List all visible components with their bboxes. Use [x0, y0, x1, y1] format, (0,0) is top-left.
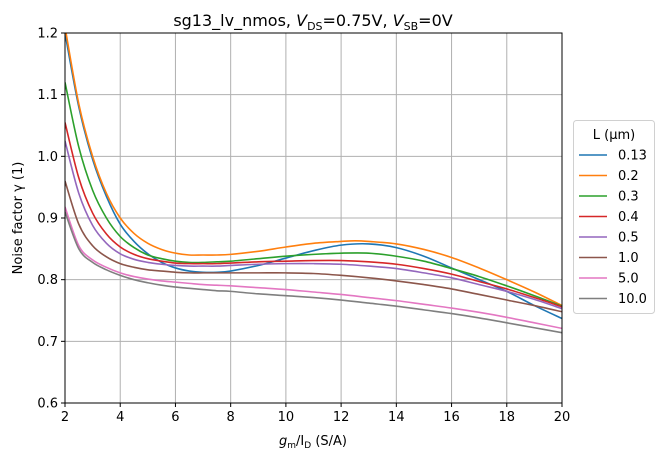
y-tick-label: 0.6	[37, 397, 58, 412]
x-tick-label: 12	[333, 410, 350, 425]
x-tick-label: 4	[116, 410, 124, 425]
y-tick-label: 1.1	[37, 88, 58, 103]
x-tick-label: 14	[388, 410, 405, 425]
series-line-5.0	[65, 206, 562, 330]
y-tick-label: 1.2	[37, 27, 58, 42]
legend-label: 0.2	[618, 169, 639, 184]
axis-ticks: 2 4 6 8 10 12 14 16 18 20 0.6 0.7 0.8 0.9 1.0 1.1 1.2	[37, 27, 570, 426]
legend-box	[573, 120, 655, 314]
legend: L (µm) 0.13 0.2 0.3 0.4 0.5 1.0 5.0 10.0	[573, 120, 655, 314]
x-tick-label: 6	[171, 410, 179, 425]
x-tick-label: 2	[61, 410, 69, 425]
legend-label: 0.3	[618, 190, 639, 205]
y-axis-label: Noise factor γ (1)	[11, 162, 26, 275]
legend-label: 1.0	[618, 251, 639, 266]
x-tick-label: 18	[499, 410, 516, 425]
series-line-0.13	[65, 33, 562, 320]
x-tick-label: 20	[554, 410, 571, 425]
legend-label: 0.4	[618, 210, 639, 225]
y-tick-label: 0.7	[37, 335, 58, 350]
series-lines	[65, 33, 562, 334]
series-line-0.4	[65, 122, 562, 308]
x-tick-label: 10	[278, 410, 295, 425]
series-line-1.0	[65, 180, 562, 313]
x-axis-label: gm/ID (S/A)	[279, 434, 347, 451]
x-tick-label: 8	[227, 410, 235, 425]
series-line-0.2	[65, 33, 562, 307]
series-line-0.3	[65, 82, 562, 307]
legend-label: 0.5	[618, 231, 639, 246]
legend-title: L (µm)	[593, 128, 635, 143]
legend-label: 0.13	[618, 149, 647, 164]
y-tick-label: 1.0	[37, 150, 58, 165]
series-line-10.0	[65, 211, 562, 334]
y-tick-label: 0.8	[37, 273, 58, 288]
grid-lines	[64, 32, 563, 404]
legend-label: 5.0	[618, 272, 639, 287]
x-tick-label: 16	[443, 410, 460, 425]
series-line-0.5	[65, 140, 562, 310]
chart-title: sg13_lv_nmos, VDS=0.75V, VSB=0V	[173, 11, 452, 33]
y-tick-label: 0.9	[37, 212, 58, 227]
legend-label: 10.0	[618, 292, 647, 307]
legend-items: 0.13 0.2 0.3 0.4 0.5 1.0 5.0 10.0	[579, 149, 647, 307]
